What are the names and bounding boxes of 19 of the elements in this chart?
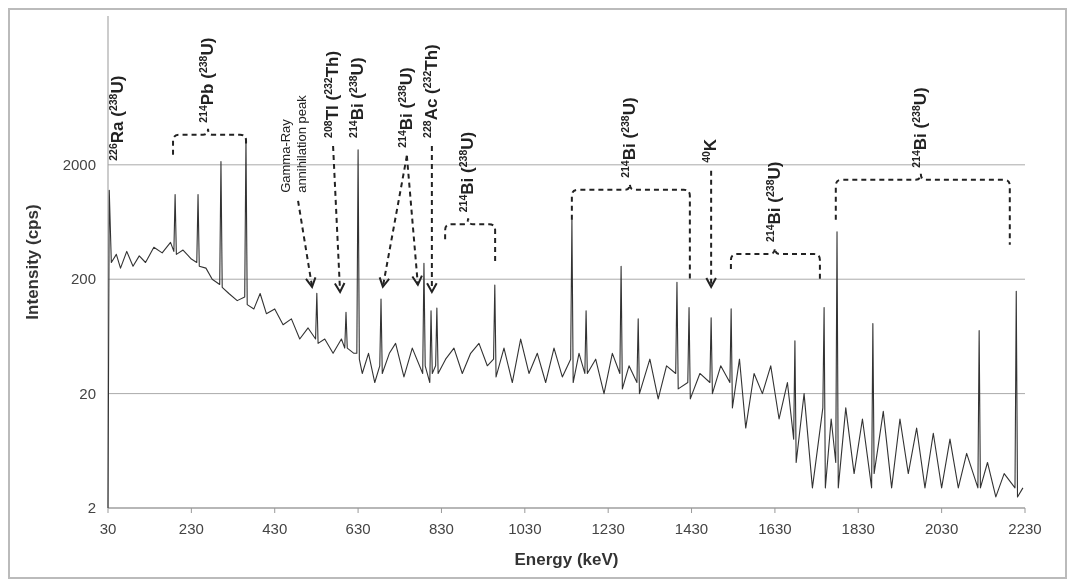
x-axis-title: Energy (keV): [514, 550, 619, 569]
x-tick-label: 1230: [591, 520, 625, 537]
x-tick-label: 230: [178, 520, 204, 537]
y-tick-label: 200: [70, 270, 96, 288]
x-tick-label: 2230: [1008, 520, 1042, 537]
x-tick-label: 2030: [924, 520, 959, 537]
x-tick-label: 1430: [674, 520, 709, 537]
x-tick-label: 830: [428, 520, 454, 537]
y-tick-label: 2000: [62, 155, 96, 173]
y-tick-label: 20: [79, 384, 96, 402]
x-tick-label: 1630: [758, 520, 792, 537]
y-axis-title: Intensity (cps): [23, 204, 42, 320]
annotation: Gamma-Ray annihilation peak: [278, 94, 310, 193]
x-tick-label: 430: [262, 520, 288, 537]
x-tick-label: 1030: [508, 520, 542, 537]
x-tick-label: 1830: [841, 520, 875, 537]
y-tick-label: 2: [87, 499, 96, 516]
x-tick-label: 30: [99, 520, 117, 537]
x-tick-label: 630: [345, 520, 371, 537]
